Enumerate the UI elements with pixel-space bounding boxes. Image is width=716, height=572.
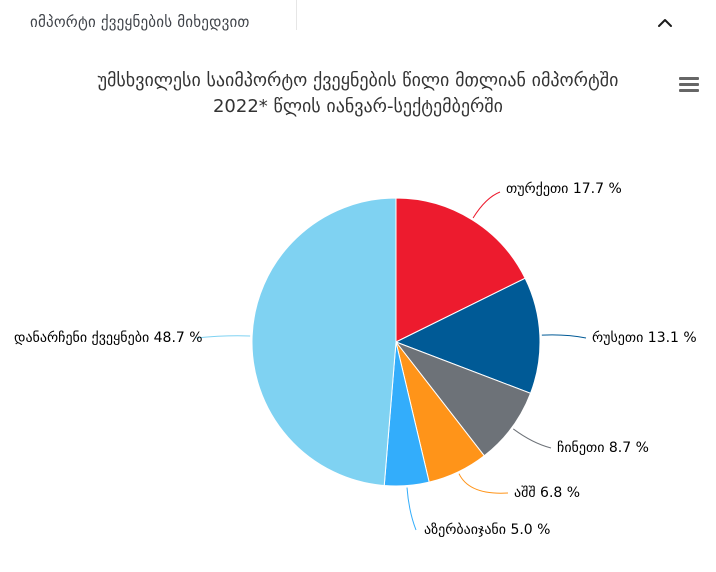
pie-label-china: ჩინეთი 8.7 % bbox=[557, 440, 649, 456]
pie-slice-0[interactable] bbox=[395, 197, 526, 343]
label-connector-5 bbox=[195, 335, 251, 339]
hamburger-bar bbox=[679, 77, 699, 80]
pie-slice-1[interactable] bbox=[394, 277, 541, 394]
panel-header: იმპორტი ქვეყნების მიხედვით bbox=[0, 0, 716, 40]
panel-header-title: იმპორტი ქვეყნების მიხედვით bbox=[30, 13, 250, 31]
hamburger-bar bbox=[679, 83, 699, 86]
label-connector-4 bbox=[406, 487, 417, 531]
chevron-up-icon[interactable] bbox=[657, 14, 673, 27]
hamburger-menu-icon[interactable] bbox=[679, 77, 703, 99]
pie-label-russia: რუსეთი 13.1 % bbox=[592, 330, 697, 346]
header-divider bbox=[296, 0, 297, 30]
pie-label-other-countries: დანარჩენი ქვეყნები 48.7 % bbox=[14, 330, 203, 346]
label-connector-2 bbox=[513, 428, 552, 449]
pie-label-usa: აშშ 6.8 % bbox=[514, 485, 581, 501]
chart-title: უმსხვილესი საიმპორტო ქვეყნების წილი მთლი… bbox=[40, 68, 676, 120]
label-connector-3 bbox=[458, 473, 509, 494]
pie-label-turkey: თურქეთი 17.7 % bbox=[506, 181, 622, 197]
hamburger-bar bbox=[679, 89, 699, 92]
label-connector-1 bbox=[541, 334, 587, 339]
chart-title-line1: უმსხვილესი საიმპორტო ქვეყნების წილი მთლი… bbox=[97, 70, 619, 91]
label-connector-0 bbox=[472, 191, 501, 219]
chart-title-line2: 2022* წლის იანვარ-სექტემბერში bbox=[212, 96, 503, 117]
pie-label-azerbaijan: აზერბაიჯანი 5.0 % bbox=[424, 522, 551, 538]
pie-slice-5[interactable] bbox=[251, 197, 397, 487]
